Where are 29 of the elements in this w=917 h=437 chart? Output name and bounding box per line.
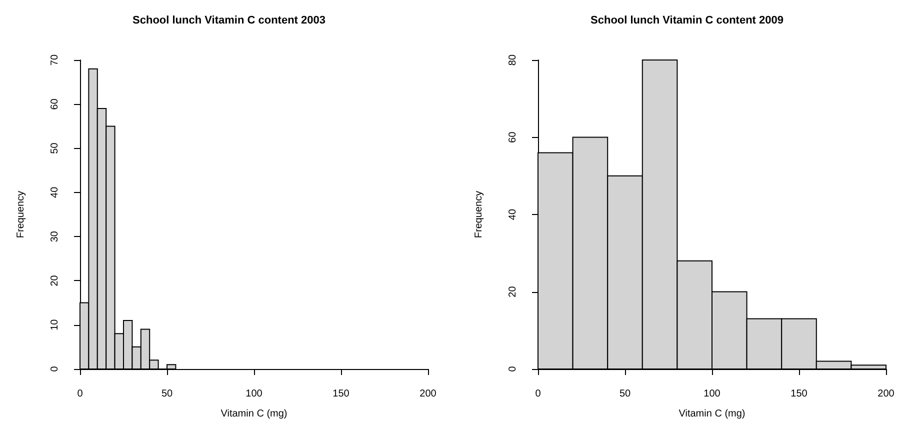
x-tick-label: 50 — [161, 388, 173, 400]
y-tick-label: 20 — [50, 274, 60, 286]
y-tick-label: 0 — [50, 366, 60, 372]
x-tick-label: 200 — [878, 388, 895, 400]
x-tick-label: 50 — [619, 388, 631, 400]
y-tick-label: 30 — [50, 230, 60, 242]
y-axis-title: Frequency — [474, 190, 484, 238]
x-tick-label: 0 — [77, 388, 84, 400]
x-tick-label: 0 — [535, 388, 542, 400]
y-tick-label: 40 — [50, 186, 60, 198]
x-tick-label: 150 — [332, 388, 350, 400]
y-tick-label: 50 — [50, 142, 60, 154]
chart-title: School lunch Vitamin C content 2003 — [132, 14, 326, 26]
y-axis-title: Frequency — [16, 190, 26, 238]
y-tick-label: 40 — [508, 208, 518, 220]
x-axis-title: Vitamin C (mg) — [220, 408, 288, 420]
x-tick-label: 200 — [420, 388, 437, 400]
x-tick-label: 100 — [704, 388, 721, 400]
x-tick-label: 150 — [790, 388, 808, 400]
y-tick-label: 80 — [508, 54, 518, 66]
y-tick-label: 20 — [508, 286, 518, 298]
y-tick-label: 60 — [50, 98, 60, 110]
y-tick-label: 60 — [508, 131, 518, 143]
y-tick-label: 10 — [50, 318, 60, 330]
x-axis-title: Vitamin C (mg) — [678, 408, 746, 420]
y-tick-label: 70 — [50, 54, 60, 66]
chart-title: School lunch Vitamin C content 2009 — [590, 14, 784, 26]
x-tick-label: 100 — [246, 388, 263, 400]
y-tick-label: 0 — [508, 366, 518, 372]
